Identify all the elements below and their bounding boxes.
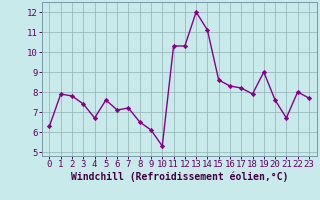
X-axis label: Windchill (Refroidissement éolien,°C): Windchill (Refroidissement éolien,°C)	[70, 172, 288, 182]
